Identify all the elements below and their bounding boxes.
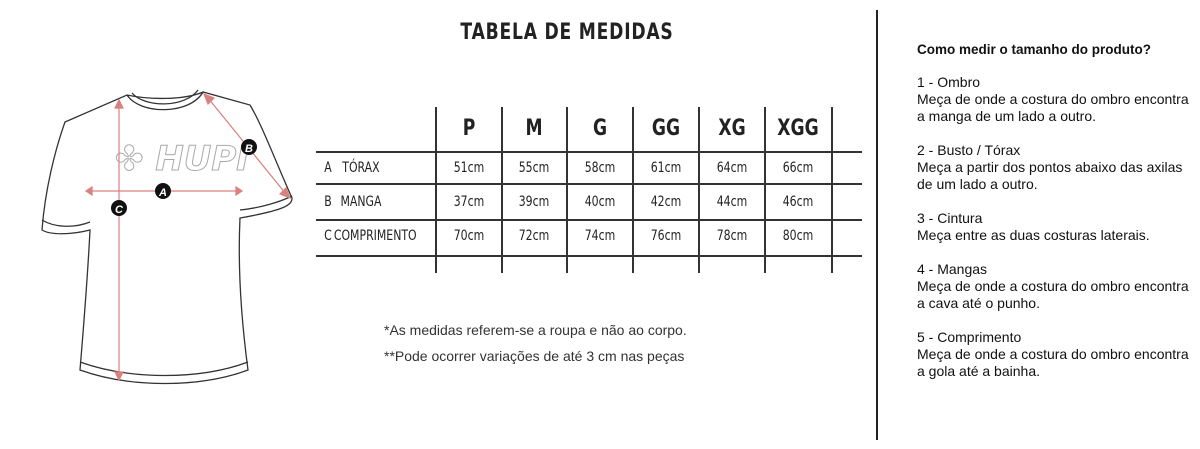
guide-section-title: 1 - Ombro	[917, 74, 981, 90]
guide-section: 3 - Cintura Meça entre as duas costuras l…	[917, 210, 1197, 244]
svg-text:C: C	[115, 204, 124, 216]
table-cell: 44cm	[716, 194, 748, 210]
row-label: TÓRAX	[342, 160, 380, 176]
table-rule	[316, 219, 862, 221]
note-variation: **Pode ocorrer variações de até 3 cm nas…	[384, 348, 685, 364]
guide-section-text: Meça a partir dos pontos abaixo das axil…	[917, 159, 1183, 192]
size-header-m: M	[525, 116, 543, 141]
tshirt-outline	[41, 91, 293, 385]
table-rule	[316, 255, 862, 257]
row-label: MANGA	[340, 194, 382, 210]
table-cell: 61cm	[650, 160, 682, 176]
svg-text:A: A	[158, 187, 167, 199]
guide-section-text: Meça entre as duas costuras laterais.	[917, 227, 1150, 243]
svg-text:B: B	[245, 143, 253, 155]
table-cell: 51cm	[453, 160, 485, 176]
table-rule	[316, 151, 862, 153]
size-header-gg: GG	[651, 116, 681, 141]
table-cell: 66cm	[782, 160, 814, 176]
table-column-rule	[698, 107, 700, 273]
table-column-rule	[831, 107, 833, 273]
table-column-rule	[501, 107, 503, 273]
table-cell: 37cm	[453, 194, 485, 210]
table-cell: 58cm	[584, 160, 616, 176]
size-header-g: G	[592, 116, 608, 141]
guide-section-text: Meça de onde a costura do ombro encontra…	[917, 346, 1189, 379]
table-cell: 78cm	[716, 228, 748, 244]
logo-text: ✤ HUPI	[115, 139, 249, 179]
table-cell: 39cm	[518, 194, 550, 210]
size-header-xg: XG	[718, 116, 746, 141]
row-code: A	[324, 160, 332, 176]
table-column-rule	[764, 107, 766, 273]
guide-section-text: Meça de onde a costura do ombro encontra…	[917, 91, 1189, 124]
size-header-xgg: XGG	[777, 116, 819, 141]
table-cell: 64cm	[716, 160, 748, 176]
marker-b: B	[241, 139, 257, 155]
table-cell: 42cm	[650, 194, 682, 210]
table-column-rule	[435, 107, 437, 273]
guide-section-text: Meça de onde a costura do ombro encontra…	[917, 278, 1189, 311]
table-cell: 80cm	[782, 228, 814, 244]
row-code: B	[324, 194, 332, 210]
guide-heading: Como medir o tamanho do produto?	[917, 42, 1151, 57]
guide-section: 2 - Busto / Tórax Meça a partir dos ponto…	[917, 142, 1197, 193]
divider	[876, 10, 878, 440]
table-column-rule	[632, 107, 634, 273]
marker-a: A	[155, 183, 171, 199]
table-cell: 74cm	[584, 228, 616, 244]
table-cell: 46cm	[782, 194, 814, 210]
table-cell: 72cm	[518, 228, 550, 244]
table-cell: 70cm	[453, 228, 485, 244]
size-header-p: P	[462, 116, 476, 141]
guide-section-title: 2 - Busto / Tórax	[917, 142, 1021, 158]
guide-section: 1 - Ombro Meça de onde a costura do ombro…	[917, 74, 1197, 125]
row-code: C	[324, 228, 332, 244]
guide-section: 4 - Mangas Meça de onde a costura do ombr…	[917, 261, 1197, 312]
marker-c: C	[111, 200, 127, 216]
tshirt-diagram: ✤ HUPI A B C	[41, 89, 293, 385]
measurement-guide: Como medir o tamanho do produto? 1 - Omb…	[917, 42, 1197, 397]
table-cell: 40cm	[584, 194, 616, 210]
note-measurements: *As medidas referem-se a roupa e não ao …	[384, 322, 687, 338]
guide-section-title: 3 - Cintura	[917, 210, 983, 226]
page-title: TABELA DE MEDIDAS	[460, 20, 674, 45]
guide-section-title: 5 - Comprimento	[917, 329, 1022, 345]
table-cell: 55cm	[518, 160, 550, 176]
table-column-rule	[566, 107, 568, 273]
table-rule	[316, 183, 862, 185]
guide-section-title: 4 - Mangas	[917, 261, 988, 277]
guide-section: 5 - Comprimento Meça de onde a costura do…	[917, 329, 1197, 380]
table-cell: 76cm	[650, 228, 682, 244]
row-label: COMPRIMENTO	[333, 228, 417, 244]
